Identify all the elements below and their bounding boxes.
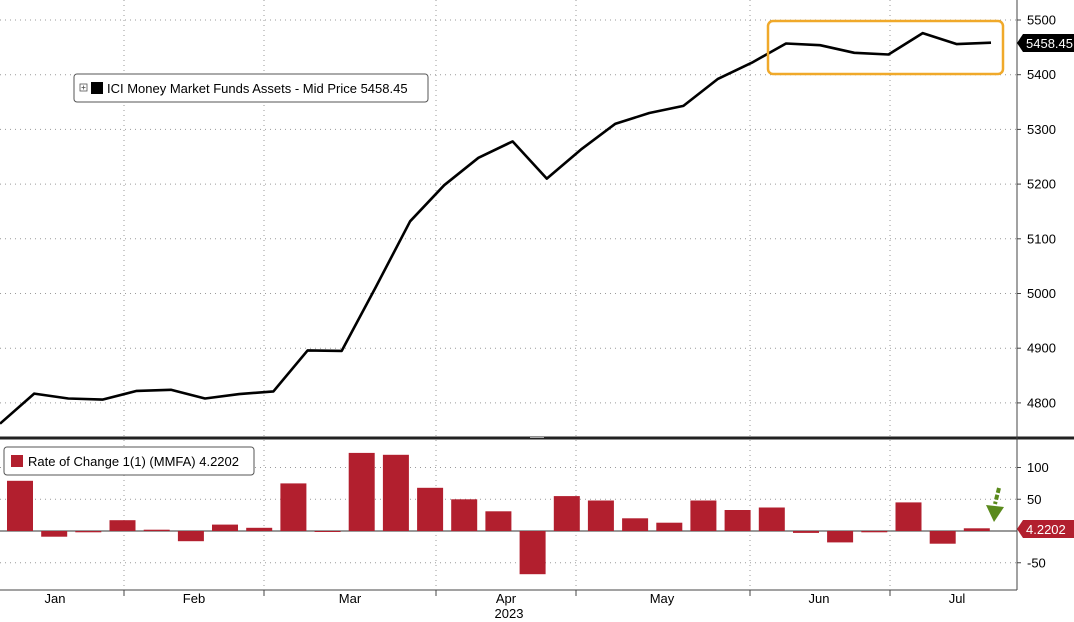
- x-tick-label: Jan: [45, 591, 66, 606]
- roc-bar: [109, 520, 136, 531]
- roc-bar: [212, 524, 238, 531]
- roc-bar: [382, 454, 409, 531]
- roc-bar: [417, 487, 444, 531]
- roc-bar: [587, 500, 614, 531]
- x-tick-label: Apr: [496, 591, 517, 606]
- roc-bar: [758, 507, 785, 531]
- line-last-value: 5458.45: [1026, 36, 1073, 51]
- roc-bars: [7, 452, 990, 575]
- roc-bar: [348, 452, 375, 531]
- vertical-grid: [123, 0, 891, 596]
- bar-legend-label: Rate of Change 1(1) (MMFA) 4.2202: [28, 454, 239, 469]
- roc-bar: [827, 531, 854, 543]
- roc-bar: [246, 527, 273, 531]
- highlight-box: [766, 19, 1005, 76]
- x-tick-label: Mar: [339, 591, 362, 606]
- roc-bar: [485, 511, 512, 531]
- y-tick-label: 5500: [1027, 13, 1056, 28]
- legend-swatch-icon: [91, 82, 103, 94]
- x-axis-ticks: Jan Feb Mar Apr May Jun Jul: [45, 591, 966, 606]
- top-y-axis-ticks: 4800 4900 5000 5100 5200 5300 5400 5500: [1017, 13, 1056, 410]
- roc-bar: [143, 529, 170, 531]
- y-tick-label: 4800: [1027, 395, 1056, 410]
- y-tick-label: 50: [1027, 492, 1041, 507]
- y-tick-label: 5000: [1027, 286, 1056, 301]
- bottom-y-axis-ticks: -50 50 100: [1017, 460, 1049, 570]
- roc-bar: [41, 531, 68, 537]
- x-tick-label: Feb: [183, 591, 205, 606]
- arrow-annotation: [986, 487, 1004, 522]
- roc-bar: [929, 531, 956, 544]
- roc-bar: [690, 500, 717, 531]
- roc-bar: [553, 496, 580, 531]
- y-tick-label: -50: [1027, 555, 1046, 570]
- legend-swatch-icon: [11, 455, 23, 467]
- x-tick-label: May: [650, 591, 675, 606]
- y-tick-label: 100: [1027, 460, 1049, 475]
- x-tick-label: Jul: [949, 591, 966, 606]
- y-tick-label: 5400: [1027, 67, 1056, 82]
- roc-bar: [622, 518, 649, 531]
- line-legend[interactable]: ICI Money Market Funds Assets - Mid Pric…: [73, 73, 429, 103]
- roc-bar: [656, 522, 683, 531]
- y-tick-label: 4900: [1027, 341, 1056, 356]
- roc-bar: [793, 531, 819, 533]
- roc-bar: [861, 531, 888, 533]
- bar-last-value-badge: 4.2202: [1017, 520, 1074, 538]
- y-tick-label: 5100: [1027, 231, 1056, 246]
- line-legend-label: ICI Money Market Funds Assets - Mid Pric…: [107, 81, 408, 96]
- roc-bar: [963, 528, 990, 531]
- x-tick-label: Jun: [809, 591, 830, 606]
- roc-bar: [314, 531, 341, 532]
- roc-bar: [7, 480, 33, 531]
- y-tick-label: 5200: [1027, 177, 1056, 192]
- roc-bar: [75, 531, 102, 533]
- roc-bar: [895, 502, 922, 531]
- line-last-value-badge: 5458.45: [1017, 34, 1074, 52]
- year-label: 2023: [495, 606, 524, 621]
- bar-legend[interactable]: Rate of Change 1(1) (MMFA) 4.2202: [3, 446, 255, 476]
- y-tick-label: 5300: [1027, 122, 1056, 137]
- bar-last-value: 4.2202: [1026, 522, 1066, 537]
- roc-bar: [724, 510, 751, 531]
- roc-bar: [280, 483, 307, 531]
- roc-bar: [177, 531, 204, 542]
- roc-bar: [519, 531, 546, 575]
- roc-bar: [451, 499, 478, 532]
- mmfa-line[interactable]: [0, 31, 992, 425]
